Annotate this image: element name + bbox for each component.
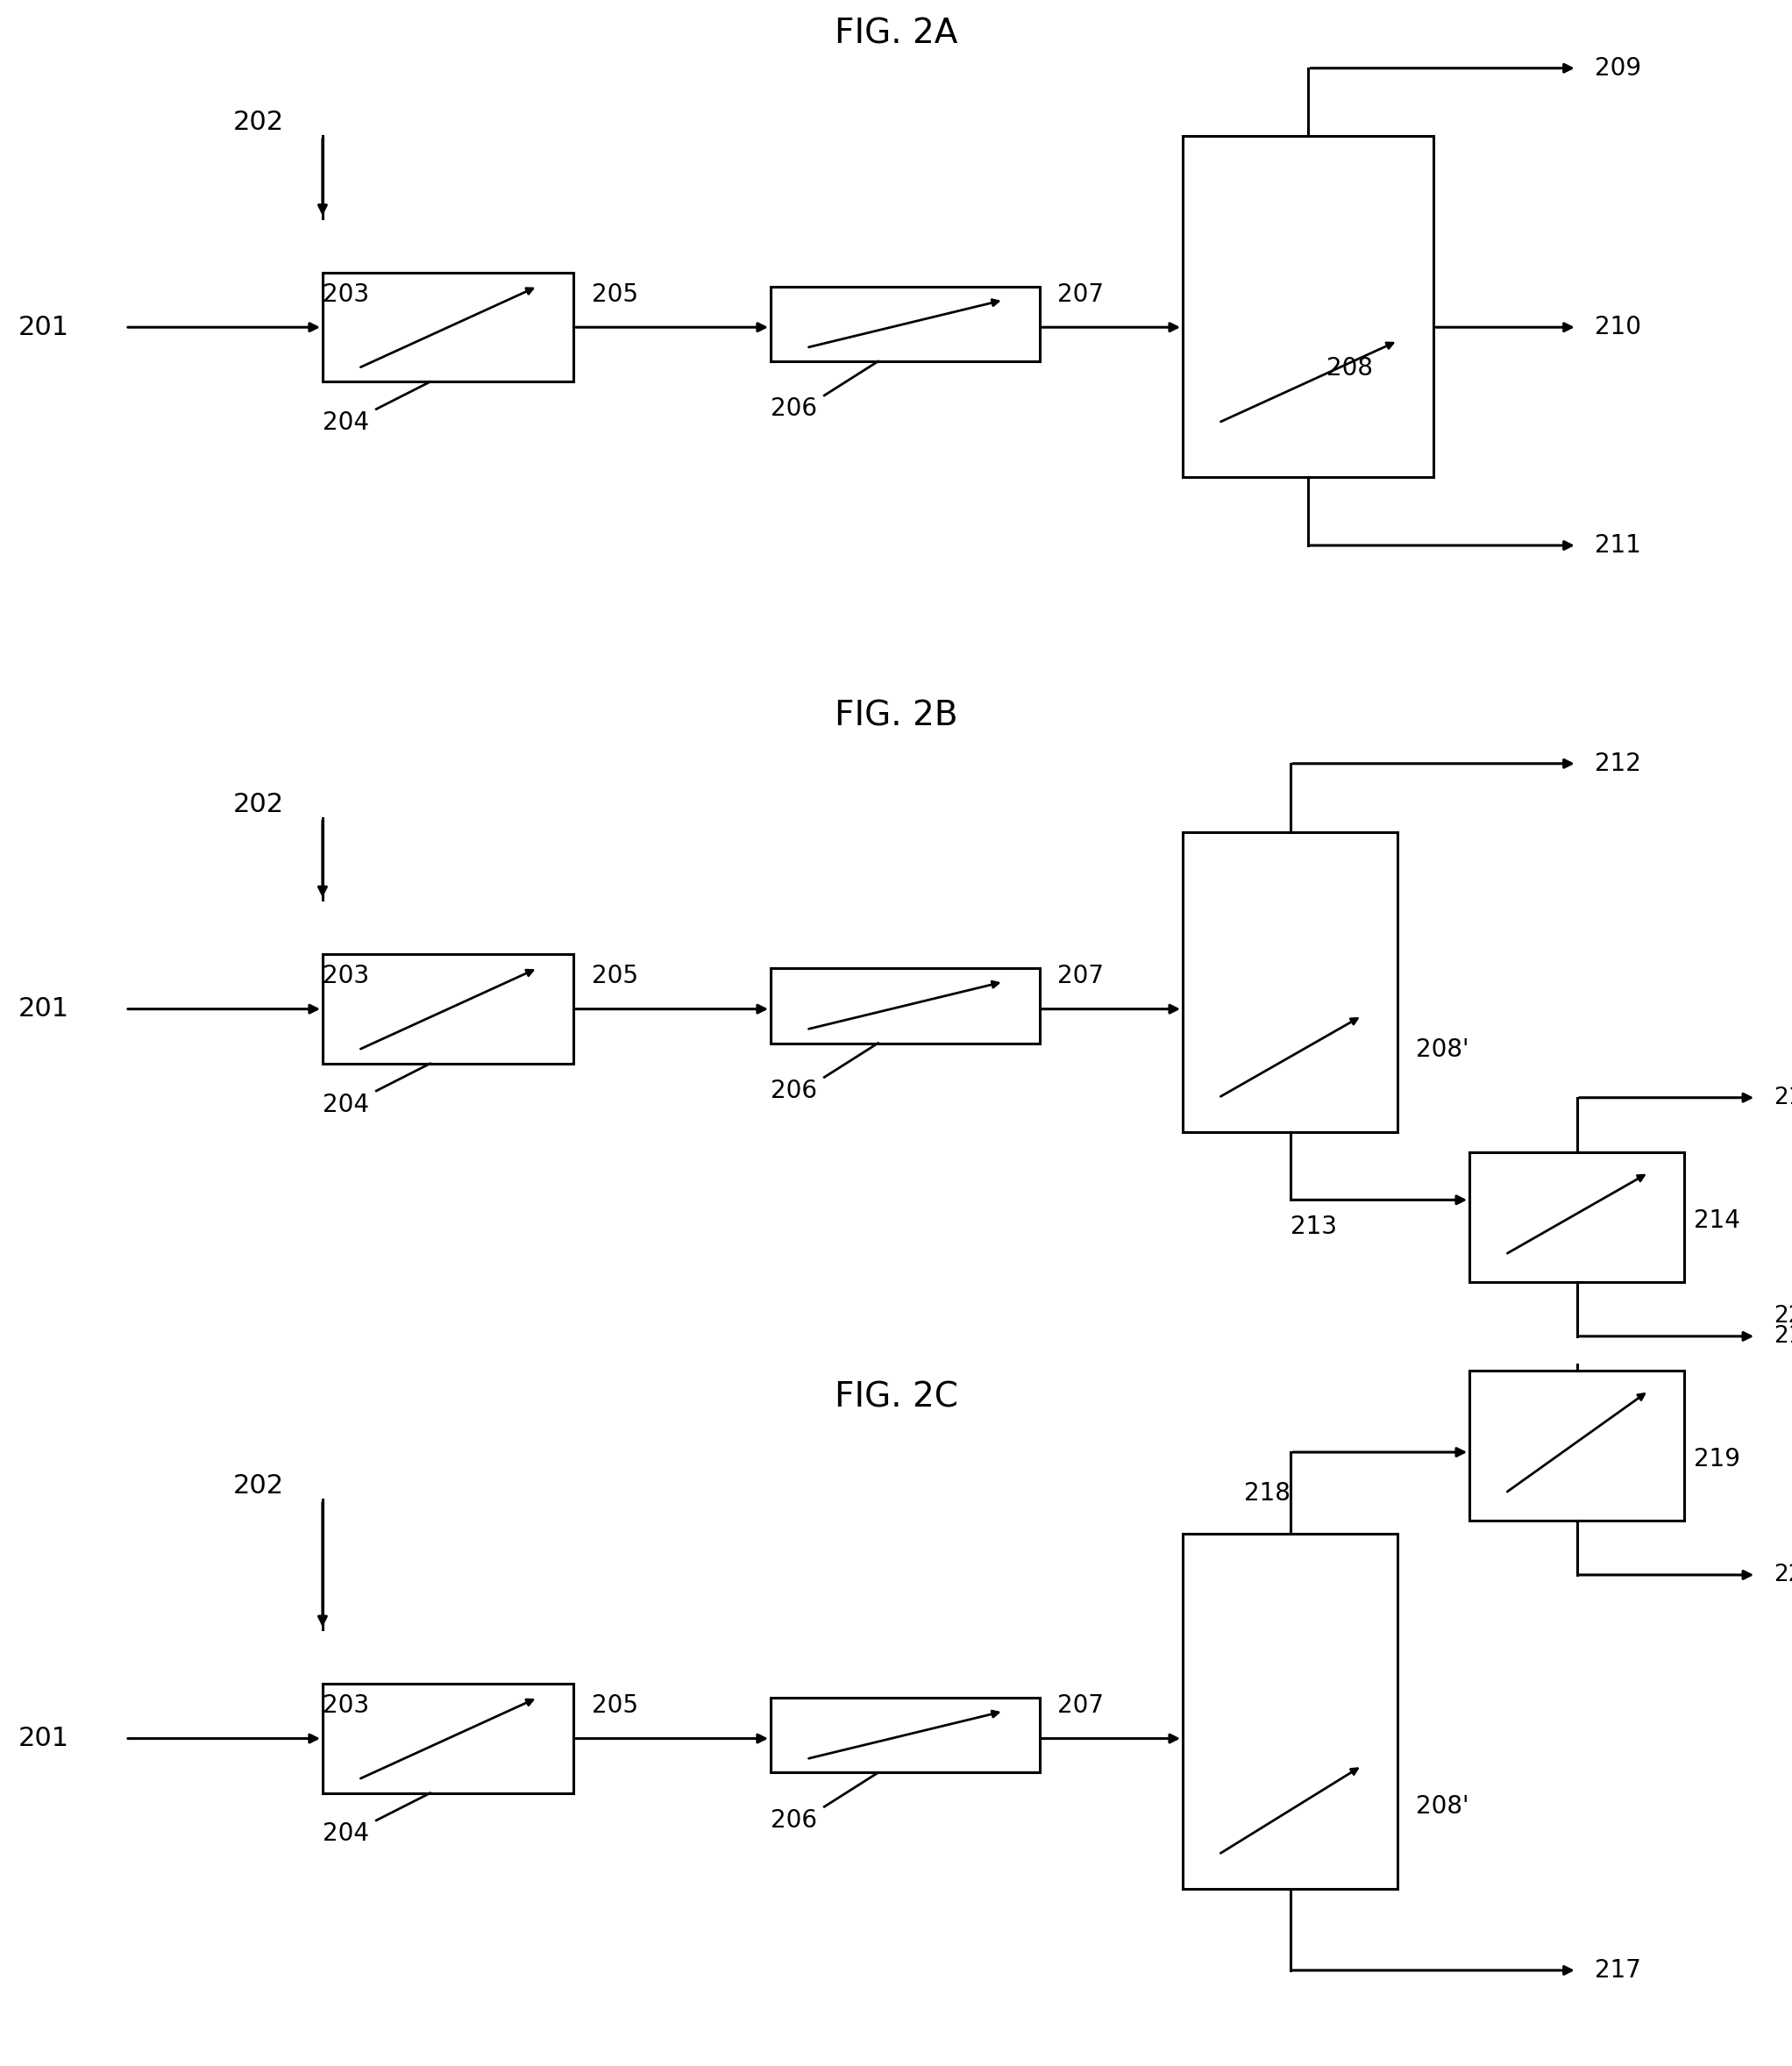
Text: 213: 213: [1290, 1215, 1337, 1240]
Text: 212: 212: [1595, 752, 1641, 777]
Bar: [323, 954, 573, 1064]
Bar: [1183, 833, 1398, 1132]
Text: 219: 219: [1693, 1446, 1740, 1471]
Text: 205: 205: [591, 965, 638, 990]
Text: FIG. 2B: FIG. 2B: [835, 698, 957, 733]
Text: 206: 206: [771, 397, 817, 421]
Text: 204: 204: [323, 1822, 369, 1847]
Text: 201: 201: [18, 1725, 68, 1752]
Bar: [323, 1684, 573, 1793]
Text: FIG. 2A: FIG. 2A: [835, 17, 957, 52]
Text: 211: 211: [1595, 533, 1641, 558]
Text: 204: 204: [323, 411, 369, 436]
Bar: [771, 287, 1039, 362]
Text: 207: 207: [1057, 965, 1104, 990]
Text: 206: 206: [771, 1808, 817, 1833]
Bar: [1183, 1533, 1398, 1888]
Text: 207: 207: [1057, 1694, 1104, 1719]
Text: 205: 205: [591, 283, 638, 306]
Text: 208': 208': [1416, 1037, 1469, 1062]
Text: 207: 207: [1057, 283, 1104, 306]
Text: 221: 221: [1774, 1564, 1792, 1587]
Text: 217: 217: [1595, 1959, 1641, 1983]
Text: 215: 215: [1774, 1087, 1792, 1109]
Text: 216: 216: [1774, 1324, 1792, 1347]
Bar: [1469, 1153, 1684, 1281]
Text: FIG. 2C: FIG. 2C: [835, 1380, 957, 1415]
Text: 214: 214: [1693, 1209, 1740, 1233]
Text: 202: 202: [233, 1473, 283, 1500]
Bar: [771, 1698, 1039, 1773]
Bar: [323, 273, 573, 382]
Text: 220: 220: [1774, 1304, 1792, 1326]
Text: 204: 204: [323, 1093, 369, 1118]
Text: 203: 203: [323, 1694, 369, 1719]
Bar: [1183, 136, 1434, 477]
Bar: [771, 969, 1039, 1043]
Text: 202: 202: [233, 109, 283, 136]
Text: 206: 206: [771, 1078, 817, 1103]
Text: 202: 202: [233, 791, 283, 818]
Text: 210: 210: [1595, 314, 1641, 339]
Text: 201: 201: [18, 314, 68, 341]
Text: 201: 201: [18, 996, 68, 1023]
Text: 208': 208': [1416, 1795, 1469, 1818]
Text: 218: 218: [1244, 1481, 1290, 1506]
Text: 203: 203: [323, 283, 369, 306]
Text: 208: 208: [1326, 355, 1373, 380]
Text: 203: 203: [323, 965, 369, 990]
Text: 205: 205: [591, 1694, 638, 1719]
Bar: [1469, 1370, 1684, 1521]
Text: 209: 209: [1595, 56, 1641, 81]
